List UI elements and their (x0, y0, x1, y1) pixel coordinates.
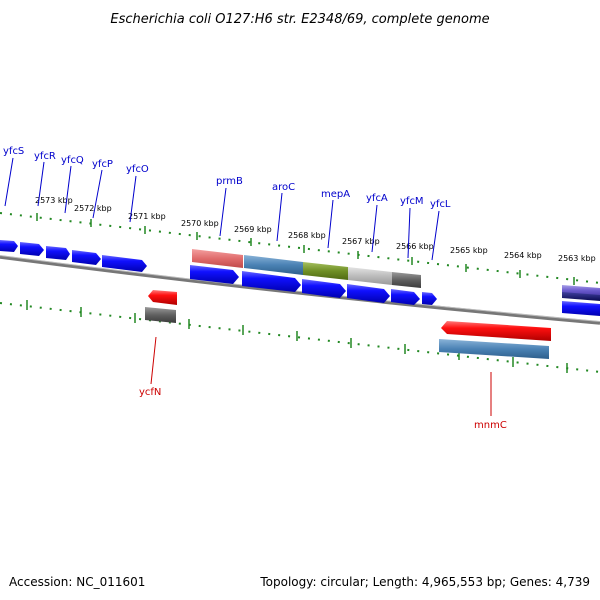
gene-label-yfco: yfcO (126, 164, 149, 175)
right-edge-features (562, 285, 600, 316)
gene-arrow (190, 265, 239, 284)
reverse-gene-labels: ycfN mnmC (139, 387, 507, 431)
accession-label: Accession: NC_011601 (9, 575, 145, 589)
feature-block (562, 292, 600, 301)
ruler-label: 2573 kbp (35, 196, 73, 205)
upper-ruler (0, 212, 600, 285)
ruler-label: 2570 kbp (181, 219, 219, 228)
forward-cds-row-middle (190, 265, 437, 305)
gene-label-yfcs: yfcS (3, 146, 24, 157)
ruler-labels: 2573 kbp 2572 kbp 2571 kbp 2570 kbp 2569… (35, 196, 596, 263)
feature-block (244, 255, 303, 275)
genome-summary: Topology: circular; Length: 4,965,553 bp… (259, 575, 590, 589)
ruler-label: 2571 kbp (128, 212, 166, 221)
gene-arrow-reverse (148, 290, 177, 305)
gene-label-yfcq: yfcQ (61, 155, 84, 166)
gene-label-prmb: prmB (216, 176, 243, 187)
gene-arrow (562, 301, 600, 316)
reverse-label-lines (150, 336, 492, 416)
lower-ruler (0, 300, 600, 373)
ruler-label: 2564 kbp (504, 251, 542, 260)
feature-track-row (192, 249, 421, 288)
reverse-features (145, 290, 551, 359)
gene-label-yfca: yfcA (366, 193, 388, 204)
gene-label-aroc: aroC (272, 182, 295, 193)
feature-block (392, 272, 421, 288)
gene-label-yfcr: yfcR (34, 151, 56, 162)
forward-gene-labels: yfcS yfcR yfcQ yfcP yfcO prmB aroC mepA … (3, 146, 451, 210)
gene-label-mnmc: mnmC (474, 420, 507, 431)
ruler-label: 2568 kbp (288, 231, 326, 240)
feature-block (348, 267, 392, 285)
feature-block (303, 262, 348, 280)
forward-cds-row-left (0, 240, 147, 272)
ruler-label: 2572 kbp (74, 204, 112, 213)
gene-arrow-reverse (441, 321, 551, 341)
ruler-label: 2566 kbp (396, 242, 434, 251)
gene-arrow (347, 284, 390, 303)
genome-backbone (0, 255, 600, 325)
gene-label-yfcl: yfcL (430, 199, 451, 210)
ruler-label: 2567 kbp (342, 237, 380, 246)
gene-arrow (302, 279, 346, 298)
gene-label-mepa: mepA (321, 189, 350, 200)
gene-arrow (46, 246, 70, 260)
feature-block (145, 307, 176, 323)
gene-arrow (20, 242, 44, 256)
gene-label-ycfn: ycfN (139, 387, 161, 398)
ruler-label: 2569 kbp (234, 225, 272, 234)
ruler-label: 2565 kbp (450, 246, 488, 255)
gene-arrow (72, 250, 101, 265)
gene-label-yfcp: yfcP (92, 159, 113, 170)
feature-block (192, 249, 243, 268)
feature-block (439, 339, 549, 359)
gene-arrow (391, 289, 420, 305)
gene-arrow (102, 255, 147, 272)
gene-arrow (0, 240, 18, 252)
gene-arrow (422, 292, 437, 305)
forward-label-lines (4, 157, 440, 261)
gene-arrow (242, 271, 301, 292)
gene-label-yfcm: yfcM (400, 196, 424, 207)
ruler-label: 2563 kbp (558, 254, 596, 263)
map-title: Escherichia coli O127:H6 str. E2348/69, … (110, 12, 489, 27)
